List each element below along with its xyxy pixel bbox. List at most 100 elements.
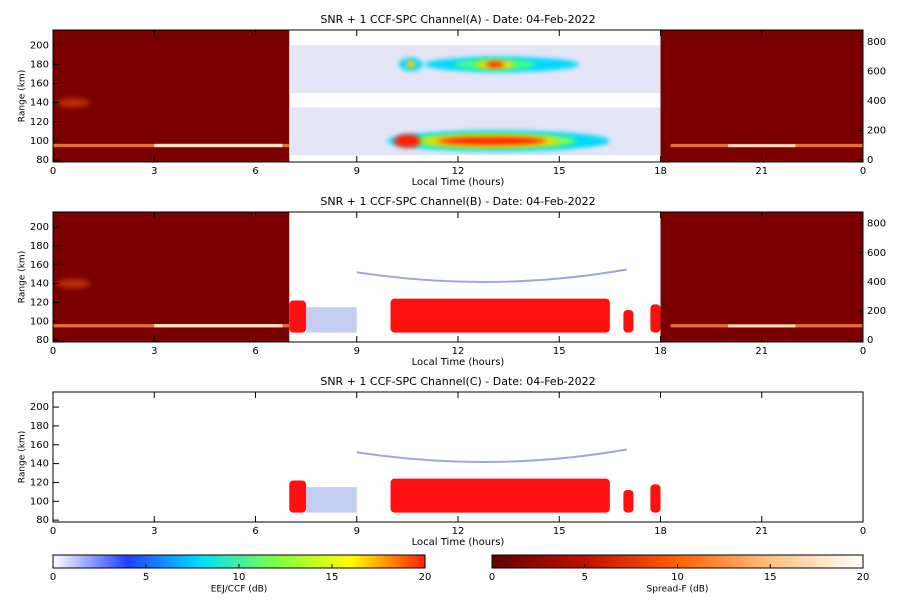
y2-tick-label: 400 xyxy=(867,96,886,107)
colorbar-tick-label: 5 xyxy=(143,572,149,583)
y2-tick-label: 800 xyxy=(867,37,886,48)
echo-region xyxy=(660,30,863,162)
y2-tick-label: 200 xyxy=(867,126,886,137)
x-tick-label: 21 xyxy=(755,346,768,357)
echo-region xyxy=(53,30,290,162)
echo-blob xyxy=(56,278,91,289)
x-tick-label: 15 xyxy=(553,346,566,357)
x-tick-label: 9 xyxy=(354,166,360,177)
echo-region xyxy=(650,304,661,333)
y-tick-label: 200 xyxy=(30,402,49,413)
y-tick-label: 140 xyxy=(30,98,49,109)
colorbar-tick-label: 0 xyxy=(50,572,56,583)
echo-region xyxy=(390,298,610,333)
x-tick-label: 15 xyxy=(553,166,566,177)
y2-tick-label: 0 xyxy=(867,335,873,346)
x-tick-label: 9 xyxy=(354,346,360,357)
y2-tick-label: 600 xyxy=(867,66,886,77)
x-tick-label: 12 xyxy=(452,526,465,537)
y2-tick-label: 600 xyxy=(867,248,886,259)
y-tick-label: 80 xyxy=(36,515,49,526)
x-tick-label: 18 xyxy=(654,346,667,357)
y-tick-label: 140 xyxy=(30,279,49,290)
y-tick-label: 120 xyxy=(30,477,49,488)
x-axis-label: Local Time (hours) xyxy=(412,177,505,188)
x-tick-label: 0 xyxy=(50,346,56,357)
y-tick-label: 80 xyxy=(36,335,49,346)
y-tick-label: 160 xyxy=(30,260,49,271)
x-tick-label: 6 xyxy=(252,346,258,357)
x-axis-label: Local Time (hours) xyxy=(412,537,505,548)
echo-region xyxy=(306,487,357,513)
echo-arc xyxy=(356,268,627,283)
echo-blob xyxy=(437,137,546,145)
x-tick-label: 3 xyxy=(151,526,157,537)
x-tick-label: 6 xyxy=(252,166,258,177)
y-tick-label: 120 xyxy=(30,297,49,308)
colorbar-tick-label: 10 xyxy=(671,572,684,583)
echo-region xyxy=(728,144,796,148)
echo-region xyxy=(289,300,307,333)
y2-tick-label: 200 xyxy=(867,306,886,317)
x-tick-label: 0 xyxy=(860,166,866,177)
y-tick-label: 120 xyxy=(30,117,49,128)
colorbar-tick-label: 15 xyxy=(326,572,339,583)
x-tick-label: 6 xyxy=(252,526,258,537)
x-tick-label: 21 xyxy=(755,526,768,537)
y-tick-label: 140 xyxy=(30,459,49,470)
echo-blob xyxy=(405,60,416,69)
echo-region xyxy=(660,212,863,342)
echo-region xyxy=(650,484,661,513)
x-tick-label: 0 xyxy=(50,526,56,537)
heatmap xyxy=(289,448,661,513)
y-axis-label: Range (km) xyxy=(18,70,28,122)
x-tick-label: 15 xyxy=(553,526,566,537)
echo-region xyxy=(623,489,634,513)
y-tick-label: 100 xyxy=(30,316,49,327)
echo-region xyxy=(728,324,796,328)
colorbar-tick-label: 20 xyxy=(857,572,870,583)
colorbar-tick-label: 0 xyxy=(489,572,495,583)
y-tick-label: 80 xyxy=(36,155,49,166)
y-tick-label: 160 xyxy=(30,79,49,90)
echo-region xyxy=(306,307,357,333)
y-tick-label: 100 xyxy=(30,496,49,507)
y-tick-label: 180 xyxy=(30,59,49,70)
colorbar-tick-label: 20 xyxy=(419,572,432,583)
y-tick-label: 200 xyxy=(30,222,49,233)
echo-region xyxy=(390,478,610,513)
chart-title: SNR + 1 CCF-SPC Channel(B) - Date: 04-Fe… xyxy=(320,195,595,208)
x-tick-label: 12 xyxy=(452,166,465,177)
x-axis-label: Local Time (hours) xyxy=(412,357,505,368)
echo-blob xyxy=(56,97,91,108)
y-tick-label: 180 xyxy=(30,241,49,252)
y-axis-label: Range (km) xyxy=(18,431,28,483)
x-tick-label: 3 xyxy=(151,346,157,357)
echo-blob xyxy=(393,134,421,148)
chart-title: SNR + 1 CCF-SPC Channel(A) - Date: 04-Fe… xyxy=(320,13,595,26)
x-tick-label: 3 xyxy=(151,166,157,177)
x-tick-label: 12 xyxy=(452,346,465,357)
x-tick-label: 0 xyxy=(50,166,56,177)
y2-tick-label: 0 xyxy=(867,155,873,166)
x-tick-label: 0 xyxy=(860,526,866,537)
colorbar-tick-label: 10 xyxy=(233,572,246,583)
colorbar-label: Spread-F (dB) xyxy=(647,585,709,595)
colorbar-tick-label: 15 xyxy=(764,572,777,583)
x-tick-label: 0 xyxy=(860,346,866,357)
colorbar-tick-label: 5 xyxy=(582,572,588,583)
y-axis-label: Range (km) xyxy=(18,251,28,303)
echo-region xyxy=(154,324,283,328)
heatmap xyxy=(53,30,863,162)
x-tick-label: 21 xyxy=(755,166,768,177)
colorbar-label: EEJ/CCF (dB) xyxy=(211,585,268,595)
y2-tick-label: 800 xyxy=(867,219,886,230)
echo-region xyxy=(154,143,283,148)
y-tick-label: 200 xyxy=(30,40,49,51)
y-tick-label: 180 xyxy=(30,421,49,432)
x-tick-label: 18 xyxy=(654,526,667,537)
x-tick-label: 9 xyxy=(354,526,360,537)
echo-region xyxy=(289,480,307,513)
y-tick-label: 160 xyxy=(30,440,49,451)
